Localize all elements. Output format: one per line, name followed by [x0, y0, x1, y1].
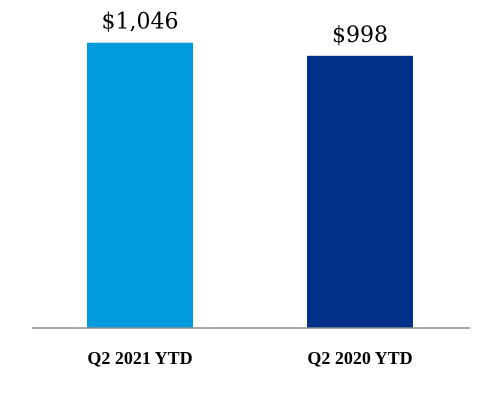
category-label-1: Q2 2021 YTD [87, 348, 192, 368]
value-labels-group: $1,046 $998 [102, 10, 388, 48]
data-label-2: $998 [332, 23, 388, 48]
bars-group [87, 42, 413, 329]
category-labels-group: Q2 2021 YTD Q2 2020 YTD [87, 348, 412, 368]
bar-1 [87, 42, 193, 329]
data-label-1: $1,046 [102, 10, 179, 35]
category-label-2: Q2 2020 YTD [307, 348, 412, 368]
bar-2 [307, 55, 413, 329]
